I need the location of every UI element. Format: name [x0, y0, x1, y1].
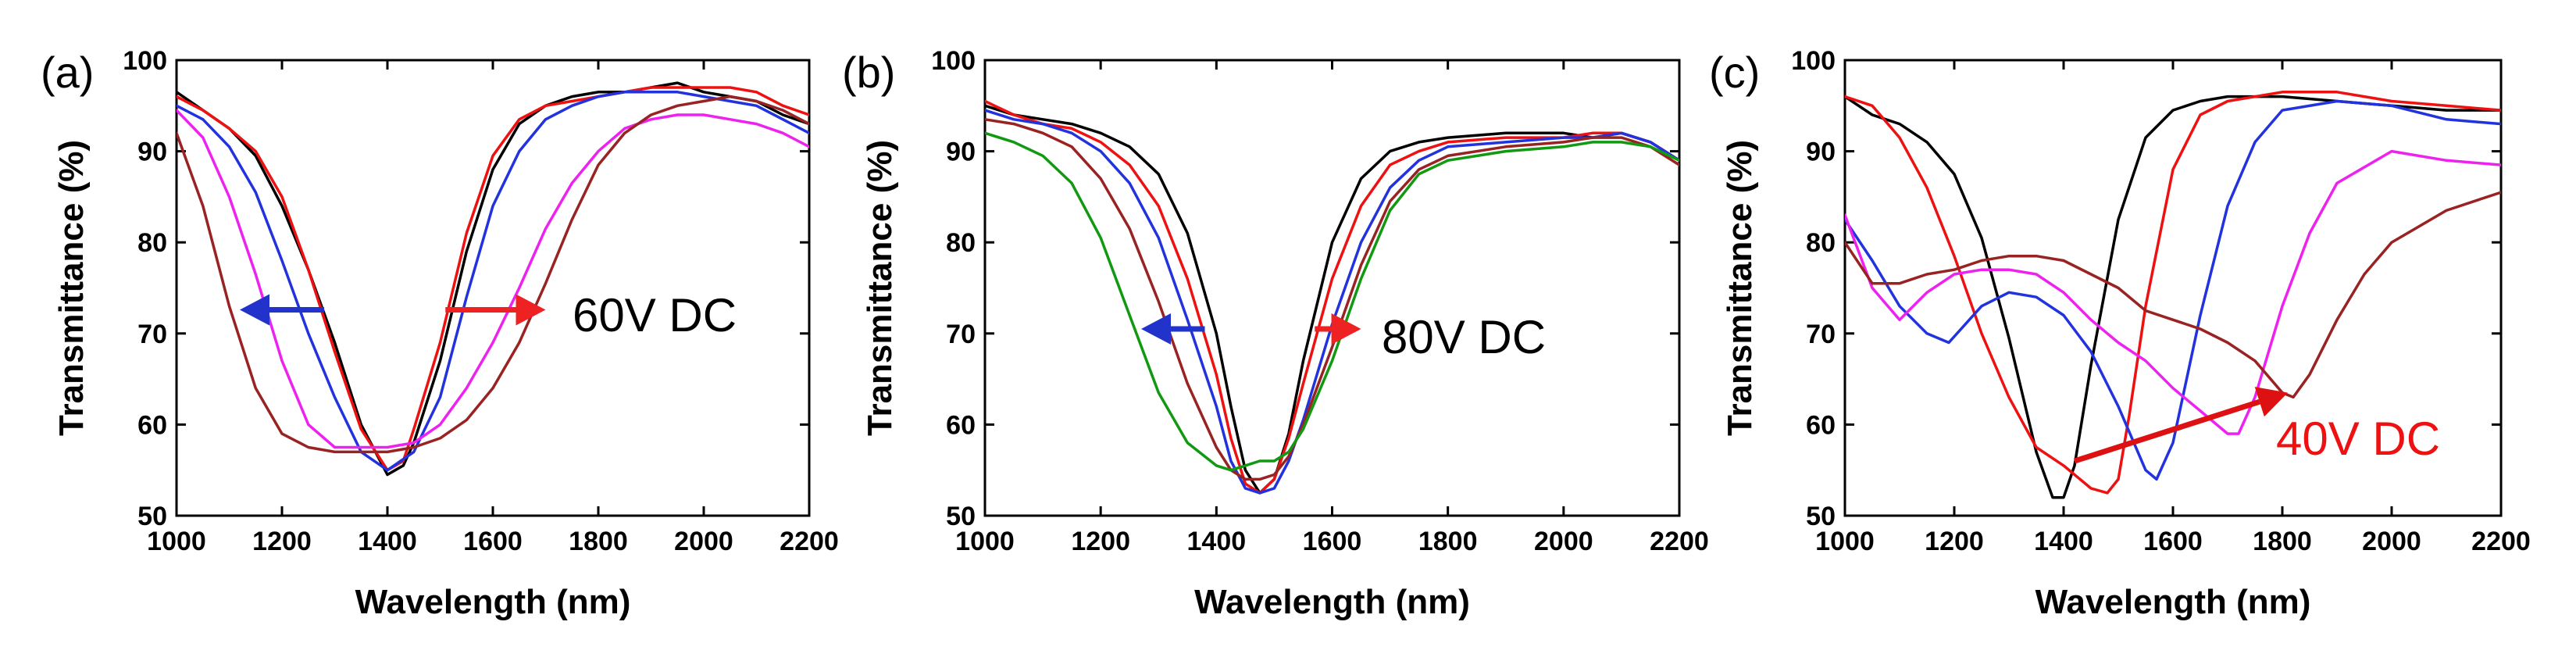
series-line-darkred — [177, 95, 809, 454]
shift-arrow-head — [1141, 313, 1172, 345]
x-tick-label: 1800 — [569, 527, 628, 556]
x-tick-label: 2200 — [1650, 527, 1709, 556]
y-tick-label: 60 — [1806, 410, 1836, 440]
x-tick-label: 1600 — [1303, 527, 1362, 556]
y-tick-label: 80 — [137, 228, 167, 258]
y-axis-label: Transmittance (%) — [861, 140, 899, 436]
series-line-blue — [985, 109, 1679, 495]
y-tick-label: 90 — [1806, 138, 1836, 167]
x-tick-label: 1200 — [1071, 527, 1130, 556]
shift-arrow-shaft — [2073, 398, 2260, 464]
voltage-annotation: 60V DC — [573, 289, 737, 341]
y-tick-label: 70 — [946, 320, 976, 349]
x-axis-label: Wavelength (nm) — [1194, 583, 1470, 621]
series-line-magenta — [177, 109, 809, 449]
y-tick-label: 100 — [123, 46, 167, 76]
y-tick-label: 70 — [1806, 320, 1836, 349]
shift-arrow-head — [240, 294, 269, 326]
x-tick-label: 2000 — [2362, 527, 2421, 556]
series-group — [1845, 91, 2501, 499]
x-tick-label: 1200 — [252, 527, 312, 556]
series-line-magenta — [1845, 149, 2501, 435]
y-axis-label: Transmittance (%) — [1721, 140, 1759, 436]
x-tick-label: 1000 — [955, 527, 1015, 556]
series-line-black — [1845, 95, 2501, 499]
series-line-black — [177, 81, 809, 477]
x-tick-label: 2000 — [1534, 527, 1593, 556]
series-group — [985, 99, 1679, 495]
y-tick-label: 90 — [137, 138, 167, 167]
series-line-darkred — [1845, 191, 2501, 399]
plot-frame — [175, 59, 811, 517]
y-tick-label: 60 — [137, 410, 167, 440]
panel-label: (a) — [41, 48, 94, 97]
x-tick-label: 1600 — [463, 527, 523, 556]
series-line-green — [985, 131, 1679, 472]
y-tick-label: 80 — [946, 228, 976, 258]
y-tick-label: 70 — [137, 320, 167, 349]
series-line-red — [177, 86, 809, 472]
panel-b: 1000 1200 1400 1600 1800 2000 2200 50 60 70 80 90 10… — [842, 46, 1709, 621]
x-axis-label: Wavelength (nm) — [2035, 583, 2311, 621]
x-tick-label: 2200 — [780, 527, 839, 556]
y-tick-label: 50 — [137, 502, 167, 531]
x-tick-label: 2200 — [2471, 527, 2531, 556]
shift-arrow-head — [1331, 313, 1361, 345]
x-tick-label: 1000 — [1815, 527, 1875, 556]
y-axis-label: Transmittance (%) — [52, 140, 91, 436]
panel-a: 1000 1200 1400 1600 1800 2000 2200 50 60 70 80 90 10… — [41, 46, 839, 621]
series-group — [177, 81, 809, 477]
series-line-blue — [177, 91, 809, 472]
y-tick-label: 100 — [931, 46, 976, 76]
panel-label: (c) — [1709, 48, 1760, 97]
series-line-red — [985, 99, 1679, 495]
series-line-black — [985, 104, 1679, 495]
x-tick-label: 1200 — [1925, 527, 1984, 556]
series-line-red — [1845, 91, 2501, 495]
x-tick-label: 1600 — [2143, 527, 2203, 556]
x-tick-label: 1400 — [358, 527, 417, 556]
shift-arrow-head — [2254, 387, 2288, 417]
x-tick-label: 1000 — [147, 527, 206, 556]
y-tick-label: 60 — [946, 410, 976, 440]
x-axis-label: Wavelength (nm) — [355, 583, 631, 621]
panel-label: (b) — [842, 48, 895, 97]
y-tick-label: 50 — [946, 502, 976, 531]
voltage-annotation: 80V DC — [1382, 311, 1546, 363]
x-tick-label: 1400 — [1187, 527, 1247, 556]
x-tick-label: 1800 — [1418, 527, 1478, 556]
series-line-darkred — [985, 118, 1679, 481]
shift-arrow-head — [516, 294, 546, 326]
series-line-blue — [1845, 99, 2501, 481]
y-tick-label: 90 — [946, 138, 976, 167]
x-tick-label: 1400 — [2034, 527, 2093, 556]
y-tick-label: 100 — [1791, 46, 1836, 76]
y-tick-label: 50 — [1806, 502, 1836, 531]
panel-c: 1000 1200 1400 1600 1800 2000 2200 50 60 70 80 90 10… — [1709, 46, 2531, 621]
x-tick-label: 2000 — [674, 527, 733, 556]
y-tick-label: 80 — [1806, 228, 1836, 258]
x-tick-label: 1800 — [2253, 527, 2312, 556]
voltage-annotation: 40V DC — [2276, 413, 2440, 465]
